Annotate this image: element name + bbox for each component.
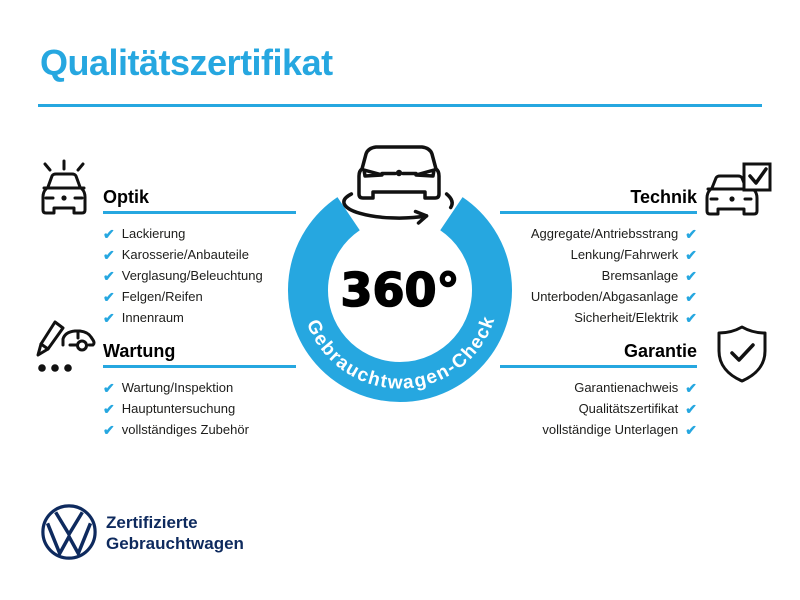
- section-technik: Technik Aggregate/Antriebsstrang ✔ Lenku…: [500, 186, 697, 328]
- check-item: Bremsanlage ✔: [500, 265, 697, 286]
- section-technik-title: Technik: [630, 187, 697, 207]
- check-item: Unterboden/Abgasanlage ✔: [500, 286, 697, 307]
- section-wartung: Wartung ✔ Wartung/Inspektion ✔ Hauptunte…: [103, 340, 296, 440]
- check-icon: ✔: [685, 379, 697, 396]
- check-icon: ✔: [685, 421, 697, 438]
- check-item-label: Wartung/Inspektion: [121, 380, 234, 395]
- check-item: vollständige Unterlagen ✔: [500, 419, 697, 440]
- section-underline: [500, 365, 697, 368]
- section-garantie-title: Garantie: [623, 341, 697, 361]
- vw-logo: [41, 504, 97, 560]
- check-item-label: Qualitätszertifikat: [578, 401, 679, 416]
- check-item: Aggregate/Antriebsstrang ✔: [500, 223, 697, 244]
- check-item: ✔ Felgen/Reifen: [103, 286, 296, 307]
- check-item-label: Lackierung: [121, 226, 186, 241]
- car-shine-icon: [41, 159, 87, 215]
- check-item-label: Innenraum: [121, 310, 184, 325]
- page-title: Qualitätszertifikat: [40, 42, 333, 83]
- check-item-label: Karosserie/Anbauteile: [121, 247, 249, 262]
- check-item-label: Garantienachweis: [574, 380, 679, 395]
- section-garantie: Garantie Garantienachweis ✔ Qualitätszer…: [500, 340, 697, 440]
- check-item: ✔ Wartung/Inspektion: [103, 377, 296, 398]
- check-item-label: Unterboden/Abgasanlage: [530, 289, 679, 304]
- check-icon: ✔: [685, 288, 697, 305]
- check-icon: ✔: [685, 246, 697, 263]
- section-garantie-items: Garantienachweis ✔ Qualitätszertifikat ✔…: [500, 377, 697, 440]
- check-item: Garantienachweis ✔: [500, 377, 697, 398]
- check-icon: ✔: [103, 267, 115, 284]
- section-underline: [103, 211, 296, 214]
- check-item: ✔ vollständiges Zubehör: [103, 419, 296, 440]
- section-technik-items: Aggregate/Antriebsstrang ✔ Lenkung/Fahrw…: [500, 223, 697, 328]
- car-checkbox-icon: [705, 162, 772, 216]
- check-item-label: vollständige Unterlagen: [542, 422, 679, 437]
- check-item: Lenkung/Fahrwerk ✔: [500, 244, 697, 265]
- check-icon: ✔: [103, 379, 115, 396]
- check-icon: ✔: [685, 267, 697, 284]
- check-item-label: Sicherheit/Elektrik: [574, 310, 679, 325]
- degree-label: 360°: [340, 263, 459, 317]
- section-underline: [500, 211, 697, 214]
- section-wartung-items: ✔ Wartung/Inspektion ✔ Hauptuntersuchung…: [103, 377, 296, 440]
- title-divider: [38, 104, 762, 107]
- check-item: Qualitätszertifikat ✔: [500, 398, 697, 419]
- pencil-car-icon: [36, 320, 96, 372]
- check-item-label: vollständiges Zubehör: [121, 422, 249, 437]
- section-optik-items: ✔ Lackierung ✔ Karosserie/Anbauteile ✔ V…: [103, 223, 296, 328]
- check-item: ✔ Verglasung/Beleuchtung: [103, 265, 296, 286]
- check-item: Sicherheit/Elektrik ✔: [500, 307, 697, 328]
- section-optik-title: Optik: [103, 187, 150, 207]
- ring: [288, 197, 512, 402]
- check-item-label: Verglasung/Beleuchtung: [121, 268, 263, 283]
- check-item-label: Hauptuntersuchung: [121, 401, 236, 416]
- check-icon: ✔: [685, 400, 697, 417]
- check-item-label: Bremsanlage: [601, 268, 679, 283]
- check-icon: ✔: [103, 225, 115, 242]
- check-icon: ✔: [103, 288, 115, 305]
- shield-check-icon: [717, 325, 767, 383]
- check-icon: ✔: [685, 309, 697, 326]
- car-rotation-icon: [342, 145, 454, 225]
- 360-check-graphic: Gebrauchtwagen-Check 360°: [288, 145, 512, 402]
- check-item: ✔ Innenraum: [103, 307, 296, 328]
- brand-line-2: Gebrauchtwagen: [106, 534, 244, 553]
- check-item-label: Lenkung/Fahrwerk: [570, 247, 679, 262]
- check-item-label: Aggregate/Antriebsstrang: [530, 226, 679, 241]
- check-item: ✔ Lackierung: [103, 223, 296, 244]
- check-item: ✔ Karosserie/Anbauteile: [103, 244, 296, 265]
- check-icon: ✔: [103, 421, 115, 438]
- check-item: ✔ Hauptuntersuchung: [103, 398, 296, 419]
- brand-line-1: Zertifizierte: [106, 513, 198, 532]
- check-icon: ✔: [103, 400, 115, 417]
- check-icon: ✔: [103, 246, 115, 263]
- brand-text: Zertifizierte Gebrauchtwagen: [106, 512, 244, 554]
- section-underline: [103, 365, 296, 368]
- check-icon: ✔: [103, 309, 115, 326]
- check-icon: ✔: [685, 225, 697, 242]
- check-item-label: Felgen/Reifen: [121, 289, 203, 304]
- section-optik: Optik ✔ Lackierung ✔ Karosserie/Anbautei…: [103, 186, 296, 328]
- section-wartung-title: Wartung: [103, 341, 176, 361]
